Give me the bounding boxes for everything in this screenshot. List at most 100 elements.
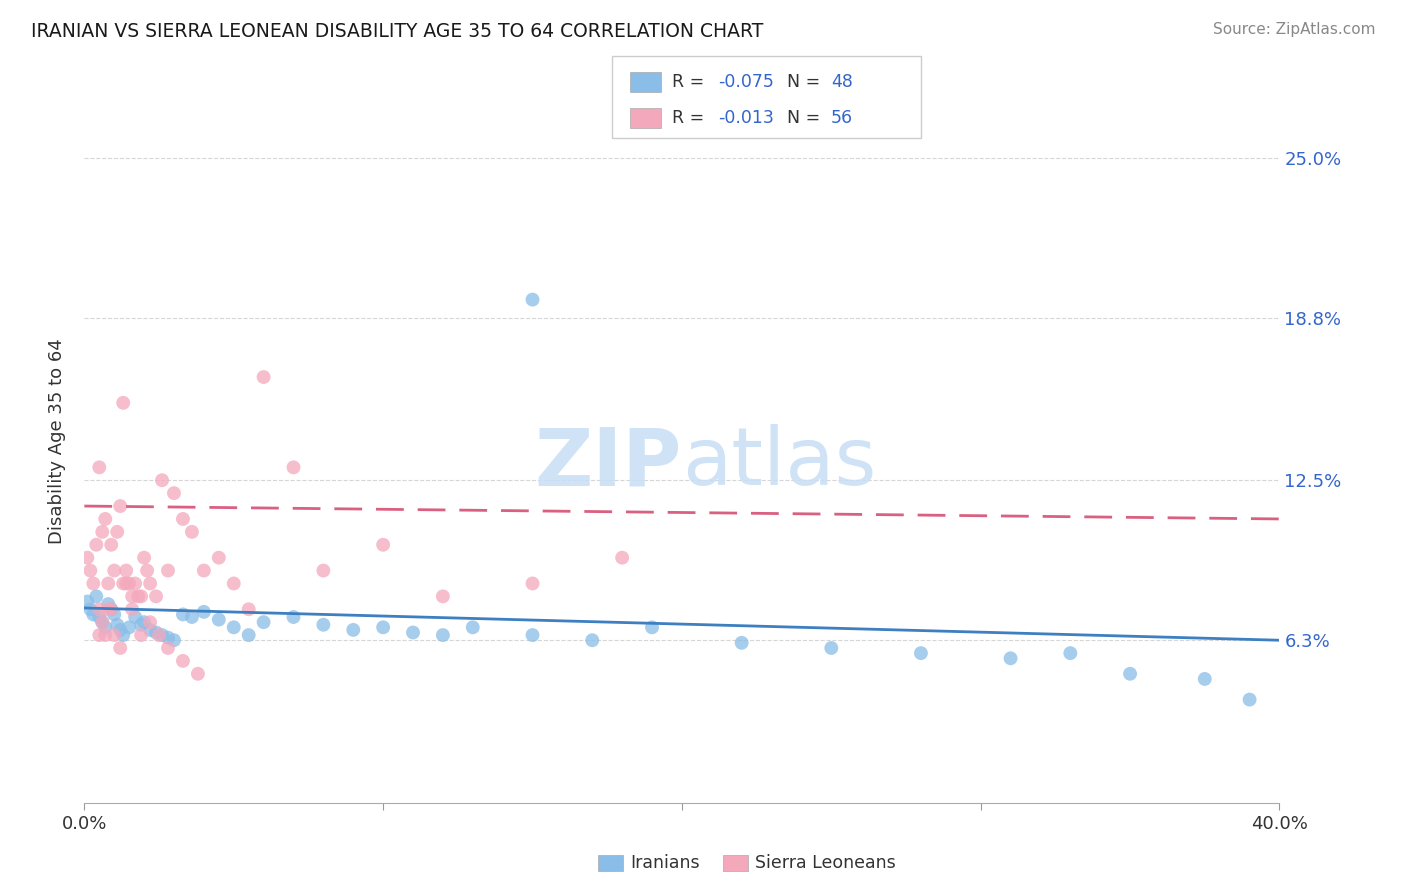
Point bbox=[121, 590, 143, 604]
Point bbox=[145, 590, 167, 604]
Point bbox=[208, 613, 231, 627]
Point bbox=[373, 620, 395, 634]
Point bbox=[129, 590, 152, 604]
Point bbox=[127, 590, 149, 604]
Point bbox=[163, 486, 186, 500]
Point bbox=[121, 602, 143, 616]
Text: -0.013: -0.013 bbox=[718, 109, 775, 127]
Point bbox=[79, 564, 101, 578]
Point bbox=[94, 628, 117, 642]
Point bbox=[432, 628, 454, 642]
Point bbox=[103, 628, 125, 642]
Point bbox=[432, 590, 454, 604]
Point bbox=[124, 610, 146, 624]
Point bbox=[581, 633, 603, 648]
Point bbox=[373, 538, 395, 552]
Point bbox=[145, 625, 167, 640]
Point bbox=[522, 576, 544, 591]
Point bbox=[193, 605, 215, 619]
Point bbox=[157, 564, 180, 578]
Point bbox=[820, 640, 842, 655]
Text: IRANIAN VS SIERRA LEONEAN DISABILITY AGE 35 TO 64 CORRELATION CHART: IRANIAN VS SIERRA LEONEAN DISABILITY AGE… bbox=[31, 22, 763, 41]
Point bbox=[91, 615, 114, 630]
Point bbox=[124, 576, 146, 591]
Point bbox=[97, 602, 120, 616]
Point bbox=[1194, 672, 1216, 686]
Point bbox=[910, 646, 932, 660]
Point bbox=[139, 623, 162, 637]
Point bbox=[136, 564, 159, 578]
Point bbox=[253, 370, 276, 384]
Point bbox=[89, 460, 111, 475]
Point bbox=[1059, 646, 1081, 660]
Point bbox=[148, 628, 170, 642]
Point bbox=[222, 576, 245, 591]
Point bbox=[103, 607, 125, 622]
Point bbox=[222, 620, 245, 634]
Point bbox=[342, 623, 364, 637]
Text: N =: N = bbox=[787, 73, 827, 91]
Point bbox=[105, 617, 128, 632]
Text: ZIP: ZIP bbox=[534, 425, 682, 502]
Text: N =: N = bbox=[787, 109, 827, 127]
Point bbox=[129, 617, 152, 632]
Point bbox=[181, 524, 204, 539]
Point bbox=[238, 628, 260, 642]
Point bbox=[97, 597, 120, 611]
Point bbox=[1119, 666, 1142, 681]
Point bbox=[103, 564, 125, 578]
Point bbox=[97, 576, 120, 591]
Text: atlas: atlas bbox=[682, 425, 876, 502]
Point bbox=[172, 654, 194, 668]
Point bbox=[731, 636, 754, 650]
Point bbox=[100, 602, 122, 616]
Text: -0.075: -0.075 bbox=[718, 73, 775, 91]
Point bbox=[312, 617, 335, 632]
Point bbox=[89, 628, 111, 642]
Point bbox=[76, 550, 98, 565]
Point bbox=[172, 512, 194, 526]
Point bbox=[253, 615, 276, 630]
Point bbox=[82, 607, 104, 622]
Point bbox=[86, 538, 108, 552]
Point bbox=[132, 615, 156, 630]
Point bbox=[283, 460, 305, 475]
Point bbox=[132, 550, 156, 565]
Point bbox=[110, 640, 132, 655]
Text: 56: 56 bbox=[831, 109, 853, 127]
Point bbox=[139, 615, 162, 630]
Point bbox=[94, 620, 117, 634]
Text: Sierra Leoneans: Sierra Leoneans bbox=[755, 854, 896, 871]
Text: Iranians: Iranians bbox=[630, 854, 700, 871]
Point bbox=[139, 576, 162, 591]
Point bbox=[118, 620, 141, 634]
Point bbox=[150, 473, 173, 487]
Point bbox=[89, 610, 111, 624]
Point bbox=[129, 628, 152, 642]
Point bbox=[91, 524, 114, 539]
Point bbox=[163, 633, 186, 648]
Text: R =: R = bbox=[672, 109, 710, 127]
Point bbox=[115, 576, 138, 591]
Point bbox=[283, 610, 305, 624]
Point bbox=[522, 628, 544, 642]
Point bbox=[1000, 651, 1022, 665]
Text: Source: ZipAtlas.com: Source: ZipAtlas.com bbox=[1212, 22, 1375, 37]
Point bbox=[461, 620, 484, 634]
Text: R =: R = bbox=[672, 73, 710, 91]
Point bbox=[208, 550, 231, 565]
Point bbox=[89, 602, 111, 616]
Point bbox=[115, 564, 138, 578]
Point bbox=[150, 628, 173, 642]
Point bbox=[112, 576, 135, 591]
Point bbox=[112, 628, 135, 642]
Point bbox=[110, 623, 132, 637]
Point bbox=[312, 564, 335, 578]
Point bbox=[100, 602, 122, 616]
Point bbox=[612, 550, 634, 565]
Point bbox=[1239, 692, 1261, 706]
Point bbox=[112, 396, 135, 410]
Text: 48: 48 bbox=[831, 73, 853, 91]
Point bbox=[79, 602, 101, 616]
Point bbox=[110, 499, 132, 513]
